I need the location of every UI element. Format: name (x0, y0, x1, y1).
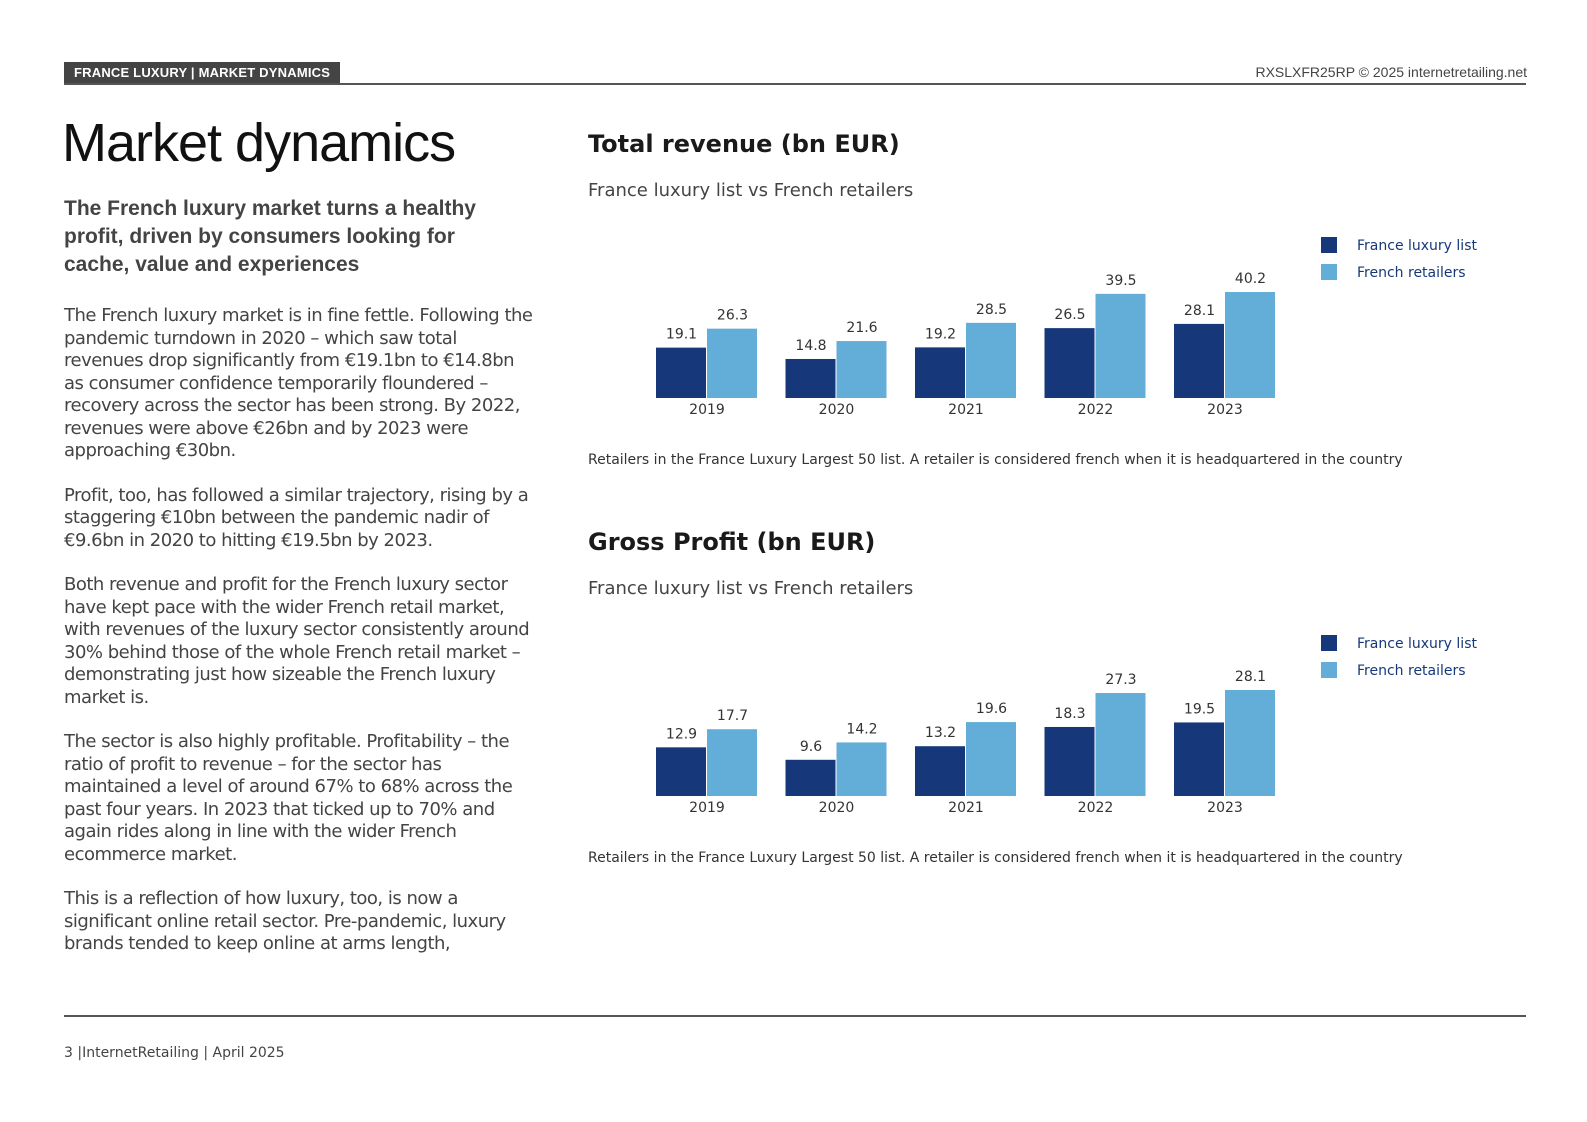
x-tick-label: 2019 (689, 402, 725, 418)
bar-france-luxury-list-2019 (656, 347, 706, 398)
x-tick-label: 2022 (1078, 800, 1114, 816)
legend-label: France luxury list (1357, 636, 1477, 652)
data-label: 27.3 (1105, 672, 1136, 688)
bar-france-luxury-list-2023 (1174, 323, 1224, 398)
data-label: 40.2 (1235, 271, 1266, 287)
data-label: 13.2 (925, 725, 956, 741)
bar-france-luxury-list-2021 (915, 347, 965, 398)
legend-label: French retailers (1357, 265, 1466, 281)
x-tick-label: 2022 (1078, 402, 1114, 418)
data-label: 14.2 (846, 721, 877, 737)
bar-france-luxury-list-2022 (1044, 726, 1095, 796)
data-label: 19.2 (925, 326, 956, 342)
paragraph: Both revenue and profit for the French l… (64, 574, 530, 708)
chart-note: Retailers in the France Luxury Largest 5… (588, 452, 1403, 468)
page-title: Market dynamics (62, 113, 456, 173)
chart-subtitle: France luxury list vs French retailers (588, 180, 914, 201)
article-body: The French luxury market is in fine fett… (64, 305, 534, 978)
bar-french-retailers-2023 (1225, 690, 1275, 796)
header-copyright: RXSLXFR25RP © 2025 internetretailing.net (1255, 64, 1527, 80)
x-tick-label: 2021 (948, 800, 984, 816)
data-label: 18.3 (1054, 706, 1085, 722)
data-label: 17.7 (717, 708, 748, 724)
data-label: 28.1 (1235, 669, 1266, 685)
bar-french-retailers-2020 (836, 341, 887, 398)
paragraph: The French luxury market is in fine fett… (64, 305, 533, 461)
x-tick-label: 2020 (819, 800, 855, 816)
page-footer: 3 |InternetRetailing | April 2025 (64, 1045, 285, 1061)
bar-france-luxury-list-2020 (785, 358, 836, 398)
x-tick-label: 2019 (689, 800, 725, 816)
header-divider (64, 83, 1526, 85)
data-label: 26.5 (1054, 307, 1085, 323)
chart-note: Retailers in the France Luxury Largest 5… (588, 850, 1403, 866)
revenue-chart: Total revenue (bn EUR) France luxury lis… (588, 130, 1528, 490)
bar-french-retailers-2021 (966, 722, 1016, 796)
data-label: 26.3 (717, 308, 748, 324)
chart-title: Total revenue (bn EUR) (588, 130, 900, 158)
data-label: 14.8 (795, 338, 826, 354)
bar-france-luxury-list-2023 (1174, 722, 1224, 796)
legend-swatch (1321, 662, 1337, 678)
data-label: 9.6 (800, 739, 822, 755)
paragraph: The sector is also highly profitable. Pr… (64, 731, 513, 865)
legend-swatch (1321, 264, 1337, 280)
bar-french-retailers-2021 (966, 322, 1016, 398)
legend-swatch (1321, 237, 1337, 253)
legend-label: French retailers (1357, 663, 1466, 679)
data-label: 28.1 (1184, 303, 1215, 319)
x-tick-label: 2021 (948, 402, 984, 418)
bar-french-retailers-2023 (1225, 292, 1275, 398)
section-tag: FRANCE LUXURY | MARKET DYNAMICS (64, 62, 341, 84)
chart-subtitle: France luxury list vs French retailers (588, 578, 914, 599)
revenue-bar-chart: 19.1 26.3 2019 14.8 21.6 2020 19.2 28.5 2021 26.5… (656, 237, 1477, 418)
data-label: 12.9 (666, 726, 697, 742)
profit-bar-chart: 12.9 17.7 2019 9.6 14.2 2020 13.2 19.6 2021 18.3 2… (656, 635, 1477, 816)
paragraph: This is a reflection of how luxury, too,… (64, 888, 506, 954)
profit-chart: Gross Profit (bn EUR) France luxury list… (588, 528, 1528, 888)
footer-divider (64, 1015, 1526, 1017)
bar-french-retailers-2022 (1095, 693, 1146, 796)
bar-french-retailers-2022 (1095, 293, 1146, 398)
data-label: 19.6 (976, 701, 1007, 717)
bar-french-retailers-2019 (707, 328, 757, 398)
bar-france-luxury-list-2019 (656, 747, 706, 796)
x-tick-label: 2023 (1207, 402, 1243, 418)
data-label: 21.6 (846, 320, 877, 336)
data-label: 39.5 (1105, 273, 1136, 289)
data-label: 19.1 (666, 327, 697, 343)
legend-swatch (1321, 635, 1337, 651)
bar-french-retailers-2020 (836, 742, 887, 796)
lead-paragraph: The French luxury market turns a healthy… (64, 197, 476, 276)
bar-france-luxury-list-2020 (785, 759, 836, 796)
data-label: 19.5 (1184, 701, 1215, 717)
bar-france-luxury-list-2022 (1044, 328, 1095, 398)
paragraph: Profit, too, has followed a similar traj… (64, 484, 529, 551)
bar-france-luxury-list-2021 (915, 746, 965, 796)
chart-title: Gross Profit (bn EUR) (588, 528, 876, 556)
x-tick-label: 2023 (1207, 800, 1243, 816)
bar-french-retailers-2019 (707, 729, 757, 796)
x-tick-label: 2020 (819, 402, 855, 418)
legend-label: France luxury list (1357, 238, 1477, 254)
data-label: 28.5 (976, 302, 1007, 318)
